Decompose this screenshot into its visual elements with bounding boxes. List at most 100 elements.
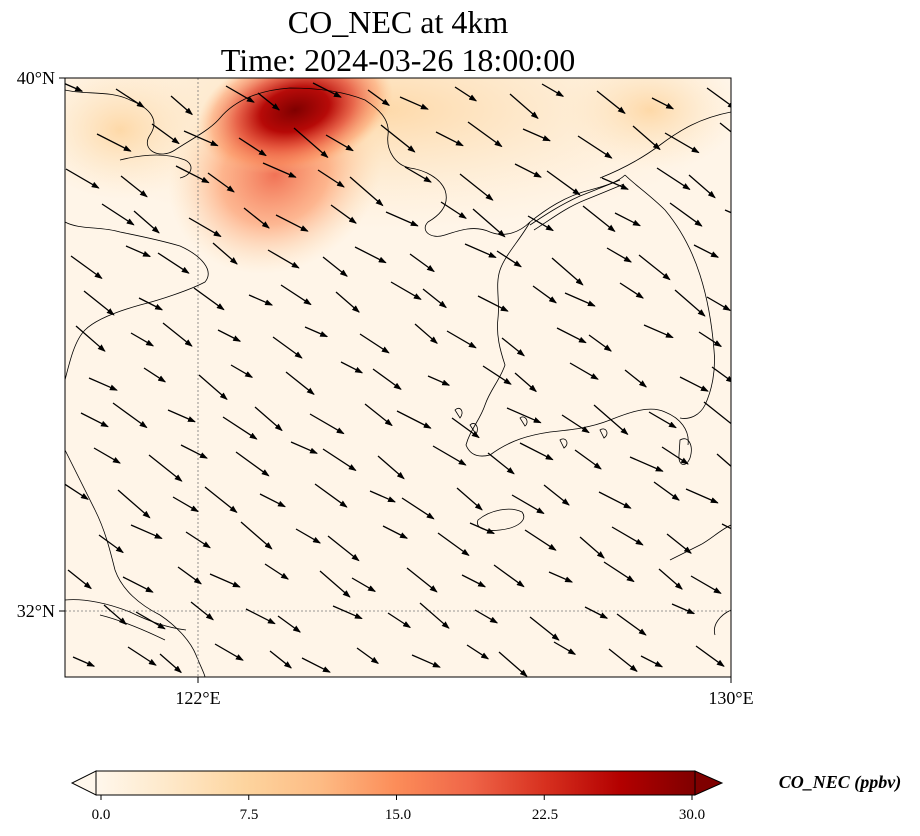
wind-arrow bbox=[569, 362, 599, 380]
wind-arrow bbox=[122, 576, 154, 593]
colorbar-tick-2: 15.0 bbox=[385, 807, 411, 823]
wind-arrow bbox=[198, 374, 228, 401]
wind-arrow bbox=[349, 176, 384, 207]
wind-arrow bbox=[698, 331, 722, 348]
wind-arrow bbox=[185, 531, 211, 549]
wind-arrow bbox=[399, 96, 429, 110]
wind-arrow bbox=[280, 284, 312, 306]
gridlines bbox=[65, 78, 731, 677]
wind-arrow bbox=[162, 322, 193, 347]
wind-arrow bbox=[75, 325, 106, 352]
lat-tick-40n: 40°N bbox=[17, 68, 55, 88]
wind-arrow bbox=[601, 177, 629, 190]
wind-arrow bbox=[608, 648, 638, 672]
wind-arrow bbox=[115, 88, 145, 108]
wind-arrow bbox=[553, 641, 577, 655]
wind-arrow bbox=[451, 417, 480, 439]
coastline-korea-west bbox=[465, 174, 626, 457]
wind-arrow bbox=[80, 412, 109, 428]
wind-arrow bbox=[269, 650, 292, 669]
wind-arrow bbox=[377, 455, 405, 480]
wind-arrow bbox=[459, 173, 494, 201]
wind-arrow bbox=[319, 570, 351, 598]
wind-arrow bbox=[272, 336, 303, 359]
wind-arrow bbox=[671, 603, 696, 615]
colorbar-tick-4: 30.0 bbox=[679, 807, 705, 823]
wind-arrow bbox=[277, 615, 301, 633]
wind-arrow bbox=[225, 85, 255, 103]
wind-arrow bbox=[477, 295, 509, 312]
wind-arrow bbox=[217, 329, 242, 342]
wind-arrow bbox=[351, 577, 376, 592]
wind-arrow bbox=[396, 410, 432, 429]
wind-arrow bbox=[267, 249, 300, 269]
wind-arrow bbox=[404, 166, 432, 183]
wind-arrow bbox=[661, 446, 689, 465]
coastline-yangtze bbox=[65, 599, 187, 641]
coastline-korea-south bbox=[489, 408, 689, 456]
wind-arrow bbox=[98, 534, 124, 554]
wind-arrow bbox=[685, 488, 719, 504]
wind-arrow bbox=[222, 416, 258, 440]
coastline-china-east bbox=[65, 221, 209, 381]
wind-arrow bbox=[235, 451, 270, 477]
colorbar-tick-3: 22.5 bbox=[532, 807, 558, 823]
wind-arrow bbox=[464, 243, 497, 259]
wind-vectors bbox=[65, 82, 731, 677]
wind-arrow bbox=[598, 491, 632, 509]
wind-arrow bbox=[340, 361, 364, 374]
wind-arrow bbox=[70, 255, 103, 279]
wind-arrow bbox=[456, 487, 483, 511]
wind-arrow bbox=[501, 337, 525, 357]
wind-arrow bbox=[390, 281, 422, 300]
wind-arrow bbox=[138, 297, 164, 311]
wind-arrow bbox=[679, 376, 709, 392]
wind-arrow bbox=[629, 456, 664, 472]
wind-arrow bbox=[721, 523, 731, 530]
wind-arrow bbox=[96, 133, 132, 152]
lon-tick-130e: 130°E bbox=[708, 688, 753, 708]
wind-arrow bbox=[214, 643, 244, 661]
wind-arrow bbox=[711, 366, 731, 383]
wind-arrow bbox=[83, 290, 115, 316]
wind-arrow bbox=[596, 90, 626, 114]
wind-arrow bbox=[529, 616, 560, 641]
wind-arrow bbox=[498, 651, 528, 677]
wind-arrow bbox=[257, 92, 280, 111]
wind-arrow bbox=[577, 135, 613, 159]
wind-arrow bbox=[117, 489, 151, 519]
wind-arrow bbox=[643, 324, 674, 339]
wind-arrow bbox=[519, 442, 554, 461]
wind-arrow bbox=[207, 172, 235, 193]
wind-arrow bbox=[65, 83, 84, 92]
wind-arrow bbox=[254, 406, 283, 432]
wind-arrow bbox=[606, 247, 632, 263]
wind-arrow bbox=[469, 522, 495, 535]
lon-tick-122e: 122°E bbox=[175, 688, 220, 708]
wind-arrow bbox=[130, 332, 155, 347]
colorbar: 0.0 7.5 15.0 22.5 30.0 CO_NEC (ppbv) bbox=[70, 770, 901, 823]
wind-arrow bbox=[719, 122, 731, 133]
wind-arrow bbox=[382, 525, 408, 539]
wind-arrow bbox=[716, 453, 731, 468]
wind-arrow bbox=[120, 175, 148, 198]
wind-arrow bbox=[88, 377, 118, 391]
coastline-china-south bbox=[65, 449, 206, 677]
wind-arrow bbox=[188, 217, 222, 238]
wind-arrow bbox=[506, 407, 542, 424]
map-frame bbox=[64, 77, 732, 678]
wind-arrow bbox=[509, 93, 539, 120]
wind-arrow bbox=[656, 167, 691, 190]
colorbar-tick-0: 0.0 bbox=[92, 807, 111, 823]
wind-arrow bbox=[669, 202, 703, 227]
wind-arrow bbox=[359, 333, 390, 354]
wind-arrow bbox=[230, 364, 254, 378]
wind-arrow bbox=[514, 163, 542, 178]
wind-arrow bbox=[546, 170, 581, 196]
wind-arrow bbox=[177, 566, 202, 585]
wind-arrow bbox=[624, 369, 647, 388]
wind-arrow bbox=[285, 371, 315, 395]
wind-arrow bbox=[496, 250, 522, 268]
wind-arrow bbox=[561, 414, 590, 434]
